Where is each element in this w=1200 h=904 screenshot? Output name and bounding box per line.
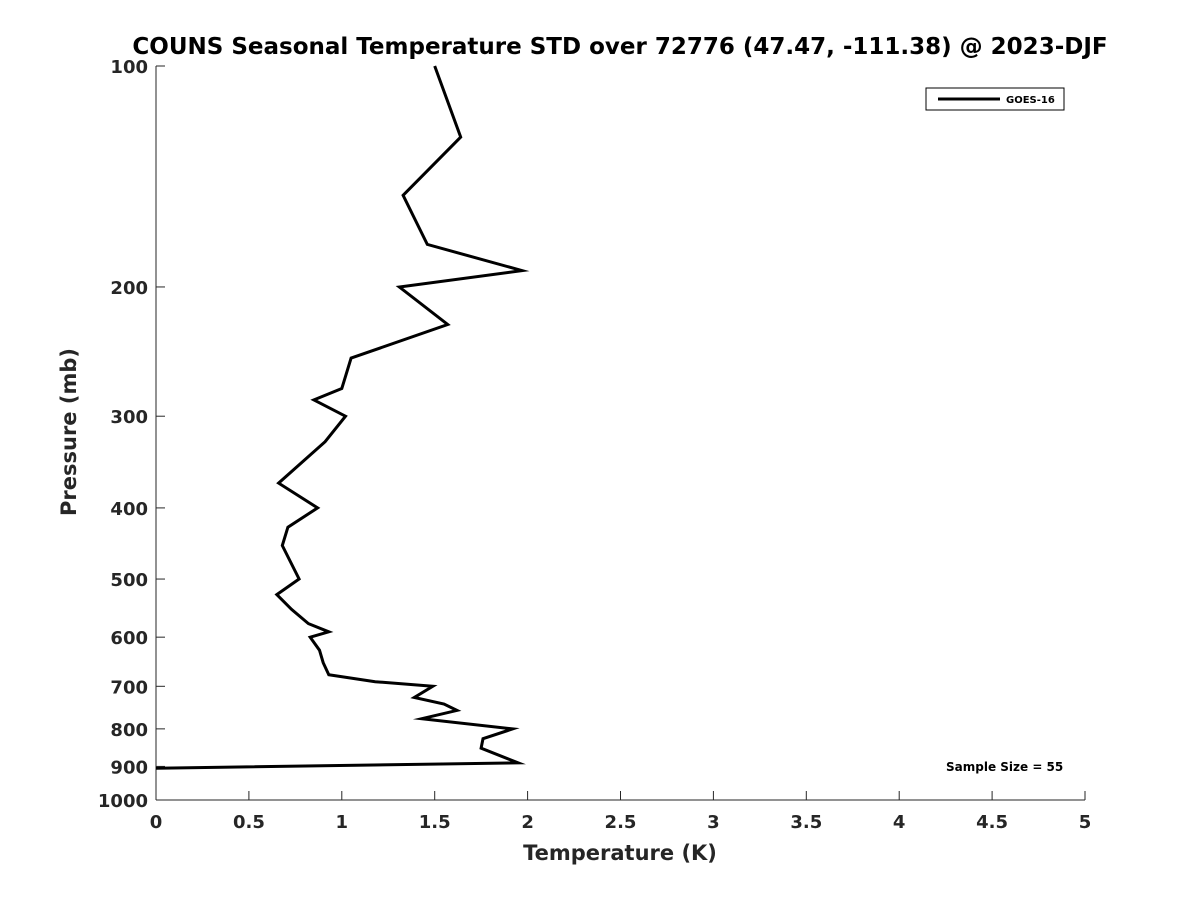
x-tick-label: 2.5 — [605, 812, 637, 833]
legend: GOES-16 — [925, 87, 1065, 111]
x-tick-label: 5 — [1079, 812, 1092, 833]
x-tick-label: 0.5 — [233, 812, 265, 833]
y-tick-label: 400 — [110, 499, 148, 520]
y-tick-label: 200 — [110, 278, 148, 299]
x-tick-label: 4 — [893, 812, 906, 833]
y-tick-label: 600 — [110, 628, 148, 649]
x-tick-label: 4.5 — [976, 812, 1008, 833]
y-tick-label: 300 — [110, 407, 148, 428]
y-tick-label: 900 — [110, 757, 148, 778]
y-tick-label: 500 — [110, 570, 148, 591]
chart-title: COUNS Seasonal Temperature STD over 7277… — [132, 34, 1107, 60]
series-lines — [155, 65, 530, 770]
y-tick-label: 1000 — [98, 791, 148, 812]
x-axis-label: Temperature (K) — [523, 841, 717, 865]
x-tick-label: 1 — [336, 812, 349, 833]
y-tick-label: 700 — [110, 677, 148, 698]
x-tick-label: 3 — [707, 812, 720, 833]
y-axis-label: Pressure (mb) — [57, 348, 81, 516]
x-tick-label: 1.5 — [419, 812, 451, 833]
sample-size-annotation: Sample Size = 55 — [946, 760, 1063, 774]
legend-label-goes-16: GOES-16 — [1006, 95, 1055, 106]
x-tick-label: 3.5 — [790, 812, 822, 833]
y-tick-label: 100 — [110, 57, 148, 78]
x-tick-label: 2 — [521, 812, 534, 833]
y-tick-label: 800 — [110, 720, 148, 741]
x-tick-label: 0 — [150, 812, 163, 833]
axes: 0 0.5 1 1.5 2 2.5 3 3.5 4 4.5 5 100 200 300 400 500 600 7… — [98, 57, 1091, 833]
series-line-goes-16 — [155, 65, 530, 770]
